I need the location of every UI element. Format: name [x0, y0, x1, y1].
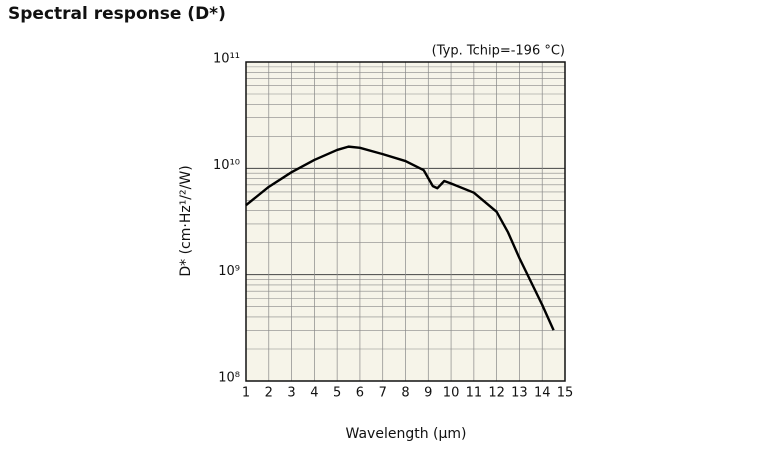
- x-tick-label: 2: [265, 386, 273, 401]
- x-tick-label: 11: [466, 386, 483, 401]
- y-axis-label: D* (cm·Hz¹/²/W): [178, 165, 194, 276]
- y-tick-label: 10⁸: [218, 371, 240, 386]
- x-tick-label: 4: [310, 386, 318, 401]
- x-tick-label: 3: [287, 386, 295, 401]
- x-tick-label: 12: [488, 386, 505, 401]
- y-tick-label: 10⁹: [218, 264, 240, 279]
- x-tick-label: 13: [511, 386, 528, 401]
- x-tick-label: 1: [242, 386, 250, 401]
- line: [245, 145, 555, 331]
- x-tick-label: 5: [333, 386, 341, 401]
- annotation: (Typ. Tchip=-196 °C): [432, 44, 565, 59]
- x-tick-label: 9: [424, 386, 432, 401]
- x-tick-label: 10: [443, 386, 460, 401]
- x-tick-label: 15: [557, 386, 574, 401]
- y-tick-label: 10¹¹: [213, 52, 240, 67]
- x-tick-label: 14: [534, 386, 551, 401]
- x-axis-label: Wavelength (μm): [346, 426, 467, 442]
- x-tick-label: 6: [356, 386, 364, 401]
- x-tick-label: 8: [401, 386, 409, 401]
- y-tick-label: 10¹⁰: [213, 158, 240, 173]
- x-tick-label: 7: [379, 386, 387, 401]
- chart-title: Spectral response (D*): [8, 4, 226, 24]
- plot-frame: [245, 61, 566, 382]
